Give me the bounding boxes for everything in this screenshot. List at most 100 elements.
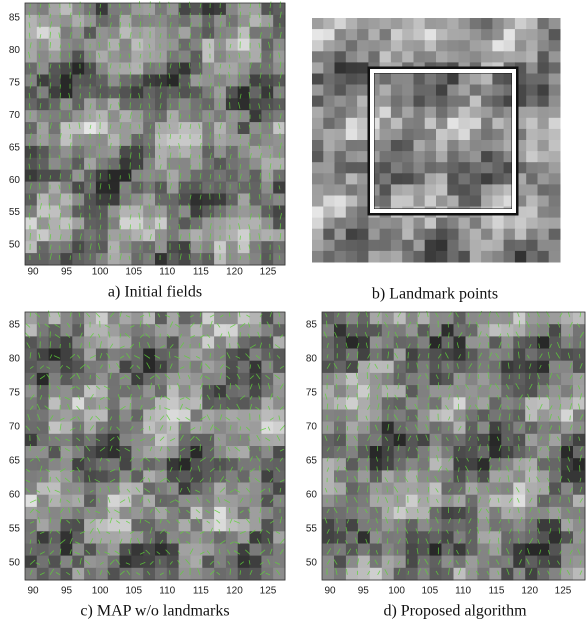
image-cell (380, 51, 392, 63)
image-cell (261, 507, 273, 520)
image-cell (49, 373, 61, 386)
image-cell (436, 151, 448, 163)
image-cell (370, 434, 383, 447)
image-cell (312, 51, 324, 63)
image-cell (406, 483, 419, 496)
image-cell (436, 251, 448, 263)
image-cell (402, 118, 414, 130)
image-cell (402, 196, 414, 208)
image-cell (425, 162, 437, 174)
image-cell (72, 507, 84, 520)
image-cell (561, 434, 574, 447)
vector-arrow (100, 12, 101, 19)
y-tick-label: 85 (306, 320, 318, 331)
image-cell (25, 134, 37, 146)
image-cell (37, 229, 49, 241)
image-cell (322, 568, 335, 581)
image-cell (504, 240, 516, 252)
image-cell (370, 410, 383, 423)
image-cell (108, 483, 120, 496)
image-cell (250, 134, 262, 146)
image-cell (49, 3, 61, 15)
image-cell (380, 18, 392, 30)
image-cell (334, 470, 347, 483)
image-cell (477, 410, 490, 423)
image-cell (382, 495, 395, 508)
image-cell (477, 349, 490, 362)
image-cell (370, 544, 383, 557)
image-cell (179, 349, 191, 362)
vector-arrow (80, 22, 81, 28)
caption: a) Initial fields (108, 284, 202, 301)
image-cell (273, 253, 285, 265)
image-cell (273, 349, 285, 362)
image-cell (238, 385, 250, 398)
image-cell (501, 312, 514, 325)
image-cell (214, 39, 226, 51)
vector-arrow (469, 570, 470, 574)
image-cell (37, 531, 49, 544)
image-cell (526, 51, 538, 63)
image-cell (72, 122, 84, 134)
image-cell (155, 158, 167, 170)
image-cell (72, 134, 84, 146)
image-cell (561, 373, 574, 386)
image-cell (346, 568, 359, 581)
image-cell (430, 544, 443, 557)
image-cell (191, 253, 203, 265)
image-cell (155, 194, 167, 206)
image-cell (442, 422, 455, 435)
image-cell (226, 519, 238, 532)
image-cell (346, 184, 358, 196)
image-cell (96, 86, 108, 98)
image-cell (477, 544, 490, 557)
image-cell (414, 74, 426, 86)
y-tick-label: 70 (9, 110, 21, 121)
image-cell (49, 507, 61, 520)
image-cell (238, 98, 250, 110)
image-cell (323, 74, 335, 86)
image-cell (214, 568, 226, 581)
image-cell (273, 134, 285, 146)
image-cell (436, 40, 448, 52)
image-cell (25, 312, 37, 325)
image-cell (526, 18, 538, 30)
image-cell (573, 373, 586, 386)
image-cell (489, 507, 502, 520)
image-cell (238, 39, 250, 51)
image-cell (368, 251, 380, 263)
image-cell (402, 29, 414, 41)
image-cell (49, 182, 61, 194)
image-cell (120, 483, 132, 496)
image-cell (459, 74, 471, 86)
image-cell (131, 182, 143, 194)
image-cell (143, 122, 155, 134)
image-cell (167, 410, 179, 423)
image-cell (357, 85, 369, 97)
image-cell (425, 218, 437, 230)
image-cell (525, 495, 538, 508)
image-cell (72, 361, 84, 374)
image-cell (167, 182, 179, 194)
x-tick-label: 90 (27, 267, 39, 278)
image-cell (250, 544, 262, 557)
vector-arrow (110, 246, 111, 250)
image-cell (167, 544, 179, 557)
image-cell (202, 206, 214, 218)
image-cell (191, 206, 203, 218)
image-cell (406, 422, 419, 435)
vector-arrow (210, 165, 211, 169)
image-cell (179, 241, 191, 253)
image-cell (25, 385, 37, 398)
panel: 85807570656055509095100105110115120125d)… (306, 311, 586, 620)
image-cell (442, 568, 455, 581)
image-cell (370, 495, 383, 508)
image-cell (37, 146, 49, 158)
image-cell (470, 251, 482, 263)
image-cell (273, 458, 285, 471)
image-cell (470, 151, 482, 163)
image-cell (425, 18, 437, 30)
image-cell (380, 140, 392, 152)
image-cell (346, 118, 358, 130)
image-cell (513, 385, 526, 398)
